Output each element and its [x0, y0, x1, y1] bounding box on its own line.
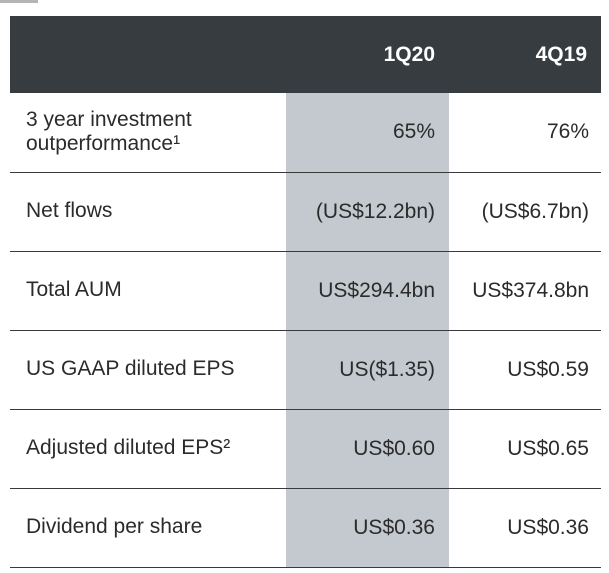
- table-row: US GAAP diluted EPS US($1.35) US$0.59: [10, 330, 601, 410]
- row-label-adjusted-diluted-eps: Adjusted diluted EPS²: [10, 409, 286, 489]
- table-row: Adjusted diluted EPS² US$0.60 US$0.65: [10, 409, 601, 489]
- row-label-dividend-per-share: Dividend per share: [10, 488, 286, 568]
- row-label-net-flows: Net flows: [10, 172, 286, 252]
- table-row: Net flows (US$12.2bn) (US$6.7bn): [10, 172, 601, 252]
- cell-previous-value: US$0.36: [449, 488, 601, 568]
- header-cell-4q19: 4Q19: [535, 42, 587, 66]
- row-label-gaap-diluted-eps: US GAAP diluted EPS: [10, 330, 286, 410]
- row-label-investment-outperformance: 3 year investment outperformance¹: [10, 93, 286, 173]
- header-cell-metric: [10, 16, 286, 93]
- header-cell-1q20: 1Q20: [383, 42, 435, 66]
- table-row: 3 year investment outperformance¹ 65% 76…: [10, 93, 601, 173]
- cell-previous-value: (US$6.7bn): [449, 172, 601, 252]
- cell-current-value: (US$12.2bn): [286, 172, 449, 252]
- cell-previous-value: US$374.8bn: [449, 251, 601, 331]
- table-row: Dividend per share US$0.36 US$0.36: [10, 488, 601, 568]
- cell-current-value: US$0.60: [286, 409, 449, 489]
- cell-previous-value: US$0.59: [449, 330, 601, 410]
- cell-current-value: US($1.35): [286, 330, 449, 410]
- table-header-row: 1Q20 4Q19: [10, 16, 601, 93]
- top-edge-fragment: [0, 0, 38, 3]
- financial-results-table: 1Q20 4Q19 3 year investment outperforman…: [10, 16, 601, 568]
- cell-current-value: 65%: [286, 93, 449, 173]
- row-label-total-aum: Total AUM: [10, 251, 286, 331]
- cell-previous-value: 76%: [449, 93, 601, 173]
- table-row: Total AUM US$294.4bn US$374.8bn: [10, 251, 601, 331]
- cell-current-value: US$0.36: [286, 488, 449, 568]
- cell-current-value: US$294.4bn: [286, 251, 449, 331]
- cell-previous-value: US$0.65: [449, 409, 601, 489]
